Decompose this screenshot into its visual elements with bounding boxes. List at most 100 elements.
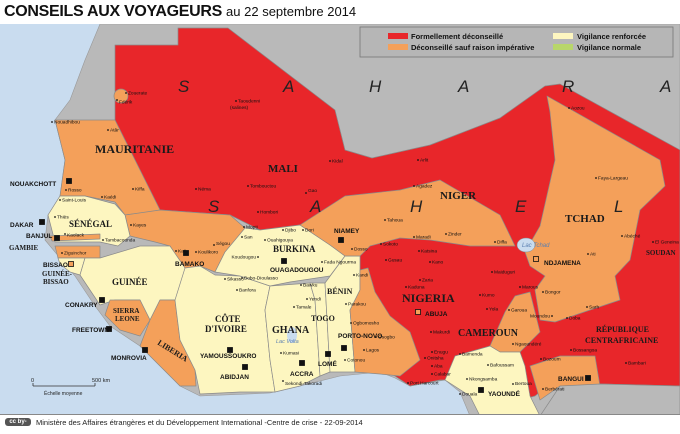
sahara-letter: A [282, 77, 294, 96]
label-niger: NIGER [440, 190, 477, 202]
legend-swatch-orange [388, 44, 408, 50]
city-marker [59, 199, 61, 201]
city-label: Kano [432, 260, 444, 266]
city-label: Kandi [356, 273, 368, 279]
zone-nigeria-west [349, 267, 421, 377]
label-soudan: SOUDAN [646, 249, 676, 257]
city-marker [345, 303, 347, 305]
city-label: Calabar [434, 372, 451, 378]
country-niger-south [299, 179, 516, 257]
city-label: Koudougou [231, 255, 256, 261]
city-marker [542, 291, 544, 293]
label-cote-divoire-2: D'IVOIRE [205, 324, 247, 334]
capital-label: NDJAMENA [544, 260, 581, 267]
city-marker [459, 393, 461, 395]
city-marker [418, 250, 420, 252]
city-marker [353, 274, 355, 276]
city-marker [107, 129, 109, 131]
city-label: Aozou [571, 106, 585, 112]
city-marker [519, 286, 521, 288]
city-marker [321, 261, 323, 263]
city-label: El Geneina [655, 240, 679, 246]
city-marker [487, 364, 489, 366]
city-marker [621, 235, 623, 237]
city-label: Kumo [482, 293, 495, 299]
sahara-letter: S [208, 197, 220, 216]
city-marker [407, 382, 409, 384]
city-label: Bawku [303, 283, 318, 289]
legend-box [359, 26, 674, 58]
capital-marker [99, 297, 105, 303]
city-marker [282, 380, 284, 382]
capital-label: PORTO-NOVO [338, 333, 382, 340]
city-label: Bambari [628, 361, 646, 367]
city-marker [257, 211, 259, 213]
city-marker [224, 278, 226, 280]
city-marker [384, 219, 386, 221]
city-label: Agadez [416, 184, 433, 190]
capital-label: NIAMEY [334, 228, 360, 235]
scale-zero: 0 [31, 378, 34, 384]
city-marker [54, 216, 56, 218]
capital-label: NOUAKCHOTT [10, 181, 56, 188]
city-label: San [244, 235, 253, 241]
city-label: Doba [569, 316, 581, 322]
city-label: Kidal [332, 159, 343, 165]
city-label: Nkongsamba [469, 377, 498, 383]
city-label: Ngaoundéré [515, 342, 542, 348]
label-mali: MALI [268, 163, 298, 175]
city-marker [419, 279, 421, 281]
city-label: Bertoua [515, 381, 532, 387]
capital-label: MONROVIA [111, 355, 147, 362]
legend-swatch-yellow [553, 33, 573, 39]
city-label: Kayes [133, 223, 147, 229]
city-marker [306, 298, 308, 300]
label-togo: TOGO [311, 314, 335, 323]
label-gambie: GAMBIE [9, 244, 39, 252]
city-label: Aba [434, 364, 443, 370]
city-label: Atâr [110, 128, 119, 134]
footer: cc by-nc-nd Ministère des Affaires étran… [0, 414, 680, 433]
city-marker [61, 252, 63, 254]
lake-volta-label: Lac Volta [276, 339, 299, 345]
city-label: Bafoussam [490, 363, 514, 369]
city-label: Kiffa [135, 187, 145, 193]
city-marker [431, 365, 433, 367]
capital-label: FREETOWN [72, 327, 109, 334]
city-marker [380, 243, 382, 245]
city-label: Port Harcourt [410, 381, 439, 387]
city-marker [125, 92, 127, 94]
city-marker [479, 294, 481, 296]
city-label: Zaria [422, 278, 433, 284]
city-marker [445, 233, 447, 235]
city-marker [305, 192, 307, 194]
capital-marker [299, 360, 305, 366]
city-marker [195, 188, 197, 190]
label-cameroun: CAMEROUN [458, 328, 519, 339]
city-label: (salines) [230, 105, 249, 111]
label-benin: BÉNIN [327, 286, 353, 296]
city-label: Bossangoa [573, 348, 597, 354]
city-label: Ségou [216, 241, 230, 247]
label-nigeria: NIGERIA [402, 291, 455, 305]
legend-swatch-green [553, 44, 573, 50]
city-label: Berbérati [545, 387, 564, 393]
city-label: Cotonou [347, 358, 365, 364]
city-label: Moundou [530, 314, 550, 320]
city-label: Lagos [366, 348, 380, 354]
city-label: Ogbomosho [353, 321, 379, 327]
capital-marker [281, 258, 287, 264]
city-marker [363, 349, 365, 351]
city-label: Bobo-Dioulasso [244, 276, 278, 282]
capital-marker [242, 364, 248, 370]
city-marker [132, 188, 134, 190]
country-togo [309, 282, 331, 377]
label-guinee-bissao-1: GUINÉE- [42, 270, 73, 278]
capital-marker [68, 261, 74, 267]
city-marker [130, 224, 132, 226]
city-label: Dosso [354, 247, 368, 253]
country-senegal [47, 195, 131, 247]
country-tchad [524, 95, 666, 323]
city-label: Maiduguri [494, 270, 515, 276]
sahara-letter: A [659, 77, 671, 96]
